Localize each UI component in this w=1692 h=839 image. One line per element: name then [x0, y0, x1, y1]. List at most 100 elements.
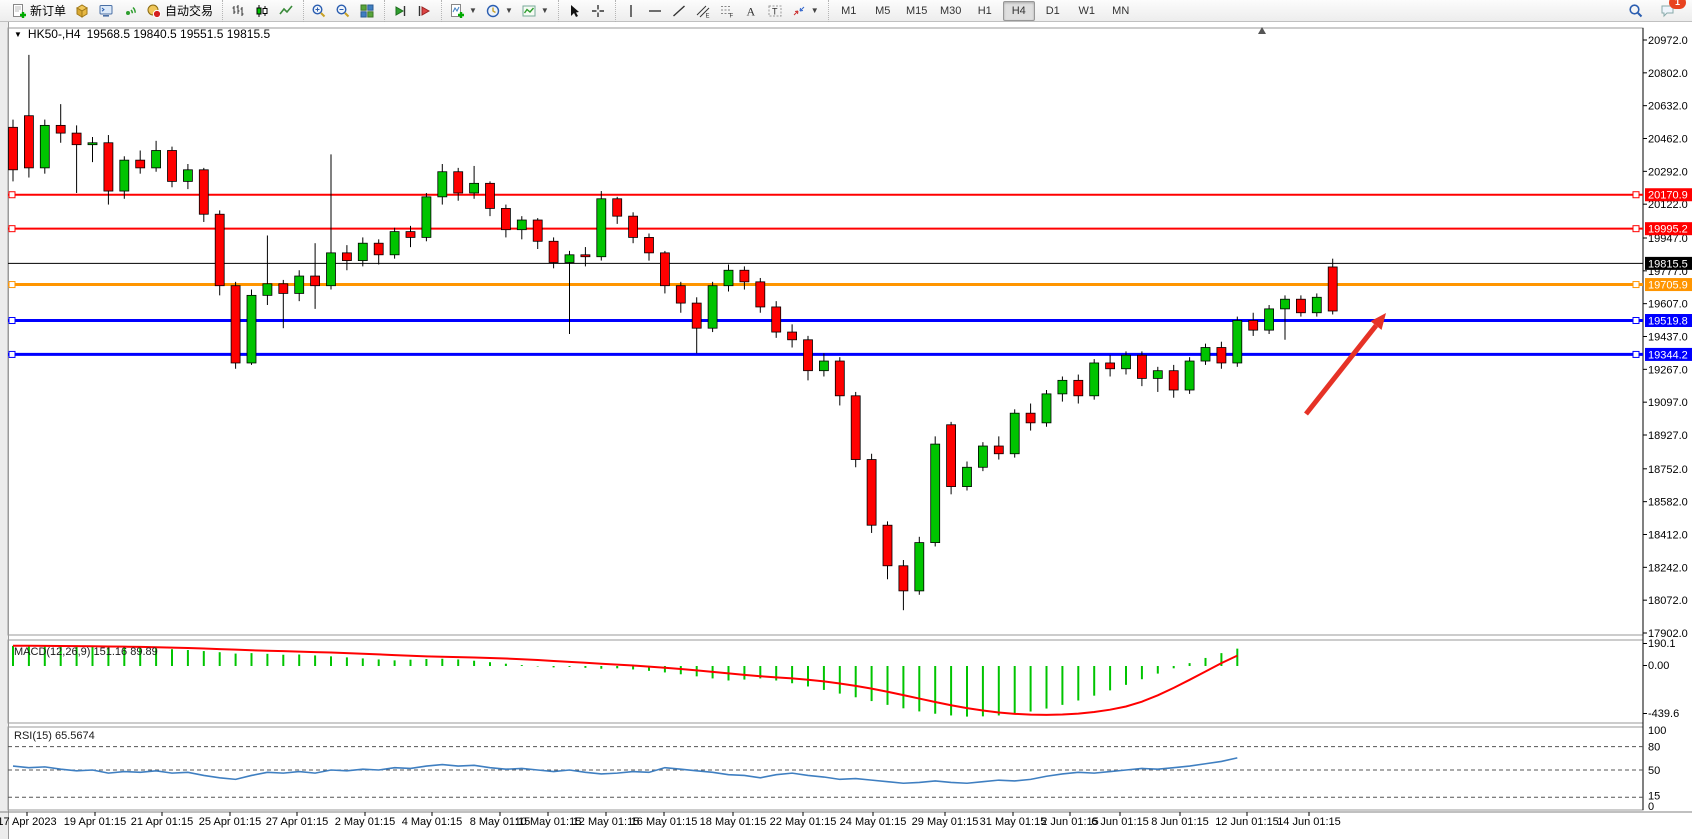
timeframe-D1[interactable]: D1: [1045, 4, 1060, 17]
arrows-button[interactable]: ▼: [787, 0, 823, 22]
price-label-box: [1645, 314, 1692, 328]
candle-body: [341, 252, 352, 261]
horizontal-line-button[interactable]: [643, 0, 667, 22]
toolbar-group: E F A T ▼: [614, 0, 826, 22]
crosshair-button[interactable]: [586, 0, 610, 22]
candle-body: [389, 231, 400, 256]
price-label-text: 19815.5: [1648, 258, 1688, 270]
candle-body: [803, 339, 813, 372]
dropdown-arrow-icon[interactable]: ▼: [504, 6, 513, 15]
hline-handle[interactable]: [8, 350, 16, 358]
hline-handle[interactable]: [8, 281, 16, 289]
dropdown-arrow-icon[interactable]: ▼: [810, 6, 819, 15]
new-order-label: 新订单: [30, 4, 67, 18]
candle-chart-icon: [256, 4, 268, 17]
candle-body: [723, 269, 734, 287]
bars-chart-button[interactable]: [226, 0, 250, 22]
candle-body: [421, 196, 432, 238]
date-tick-label: 18 May 01:15: [700, 816, 767, 828]
date-tick-label: 25 Apr 01:15: [199, 816, 261, 828]
chart-canvas[interactable]: 20972.0 20802.0 20632.0 20462.0 20292.0 20122…: [0, 22, 1692, 839]
timeframe-M5[interactable]: M5: [875, 4, 891, 17]
periods-icon: [486, 4, 500, 17]
timeframe-M15[interactable]: M15: [906, 4, 928, 17]
candle-body: [675, 285, 686, 304]
hline-handle[interactable]: [1632, 281, 1640, 289]
candle-body: [1168, 370, 1179, 391]
notifications-button[interactable]: 1: [1656, 0, 1686, 22]
date-tick-label: 10 May 01:15: [515, 816, 582, 828]
candle-body: [834, 360, 845, 397]
hline-handle[interactable]: [1632, 350, 1640, 358]
signals-button[interactable]: [118, 0, 142, 22]
chart-shift-button[interactable]: [412, 0, 436, 22]
indicators-button[interactable]: ▼: [445, 0, 481, 22]
zoom-in-button[interactable]: [307, 0, 331, 22]
date-tick-label: 8 Jun 01:15: [1151, 816, 1209, 828]
auto-trading-button[interactable]: 自动交易: [142, 0, 217, 22]
collapse-triangle-icon[interactable]: ▼: [14, 29, 22, 39]
zoom-out-button[interactable]: [331, 0, 355, 22]
text-label-button[interactable]: T: [763, 0, 787, 22]
candle-body: [39, 124, 50, 169]
terminal-button[interactable]: [94, 0, 118, 22]
timeframe-group: M1 M5 M15 M30 H1 H4 D1 W1 MN: [827, 0, 1141, 22]
hline-handle[interactable]: [1632, 225, 1640, 233]
search-button[interactable]: [1624, 0, 1648, 22]
candle-body: [898, 565, 909, 592]
templates-button[interactable]: ▼: [517, 0, 553, 22]
hline-handle[interactable]: [8, 225, 16, 233]
macd-axis-label: 190.1: [1648, 638, 1676, 650]
timeframe-W1[interactable]: W1: [1078, 4, 1095, 17]
tile-windows-button[interactable]: [355, 0, 379, 22]
candle-chart-button[interactable]: [250, 0, 274, 22]
vertical-line-button[interactable]: [619, 0, 643, 22]
price-label-box: [1645, 188, 1692, 202]
macd-signal-value: 89.89: [130, 646, 158, 658]
hline-handle[interactable]: [8, 317, 16, 325]
dropdown-arrow-icon[interactable]: ▼: [469, 6, 477, 15]
trend-line-button[interactable]: [667, 0, 691, 22]
annotation-arrow[interactable]: [1304, 313, 1386, 416]
channel-button[interactable]: E: [691, 0, 715, 22]
timeframe-H1[interactable]: H1: [977, 4, 992, 17]
hline-handle[interactable]: [1632, 317, 1640, 325]
timeframe-M1[interactable]: M1: [841, 4, 857, 17]
chart-window: 20972.0 20802.0 20632.0 20462.0 20292.0 20122…: [0, 22, 1692, 839]
candle-body: [1200, 347, 1211, 362]
candle-body: [230, 285, 241, 364]
date-axis[interactable]: 17 Apr 2023 19 Apr 01:15 21 Apr 01:15 25 Ap…: [0, 811, 1692, 828]
timeframe-M30[interactable]: M30: [940, 4, 962, 17]
new-order-button[interactable]: 新订单: [7, 0, 70, 22]
text-button[interactable]: A: [739, 0, 763, 22]
price-label-text: 19344.2: [1648, 349, 1688, 361]
candle-body: [469, 182, 480, 194]
chart-box-button[interactable]: [70, 0, 94, 22]
candle-body: [691, 302, 702, 329]
hline-handle[interactable]: [1632, 191, 1640, 199]
candle-body: [103, 142, 114, 192]
templates-icon: [522, 5, 536, 16]
fibonacci-icon: F: [720, 5, 733, 19]
periods-button[interactable]: ▼: [481, 0, 517, 22]
cursor-button[interactable]: [562, 0, 586, 22]
timeframe-MN[interactable]: MN: [1112, 4, 1130, 17]
candle-body: [660, 252, 670, 287]
price-label-text: 20170.9: [1648, 190, 1688, 202]
dropdown-arrow-icon[interactable]: ▼: [540, 6, 549, 15]
toolbar-group: 新订单 自动交易: [4, 0, 220, 22]
auto-scroll-button[interactable]: [388, 0, 412, 22]
auto-trading-icon: [147, 4, 162, 18]
date-tick-label: 12 Jun 01:15: [1215, 816, 1279, 828]
rsi-plot: 100 80 50 150: [8, 725, 1666, 813]
price-tick-label: 19607.0: [1648, 299, 1688, 311]
chart-shift-marker[interactable]: [1258, 27, 1266, 34]
candle-body: [707, 285, 718, 329]
macd-signal-line: [13, 644, 1238, 716]
hline-handle[interactable]: [8, 191, 16, 199]
timeframe-H4[interactable]: H4: [1002, 0, 1035, 21]
cursor-icon: [570, 4, 579, 17]
line-chart-button[interactable]: [274, 0, 298, 22]
fibonacci-button[interactable]: F: [715, 0, 739, 22]
candle-body: [787, 331, 797, 341]
